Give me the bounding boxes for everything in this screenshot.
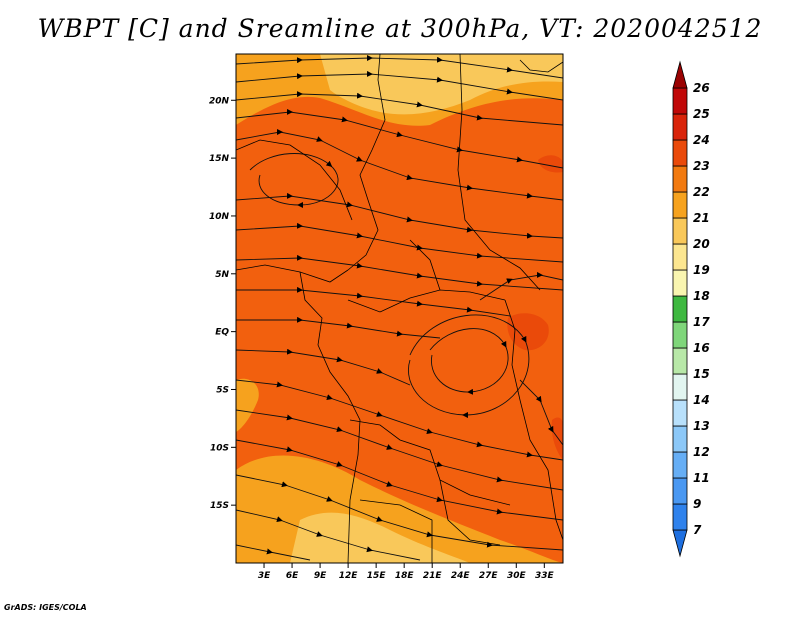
colorbar-swatch	[672, 399, 688, 427]
colorbar: 7 9 11 12 13 14 15 16 17 18 19 20 21 22 23 24 25 26	[672, 60, 710, 558]
border-line	[359, 499, 433, 563]
border-line	[347, 289, 506, 313]
colorbar-label: 18	[693, 289, 710, 303]
border-line	[504, 299, 563, 541]
colorbar-high-cap	[672, 60, 688, 89]
colorbar-label: 23	[693, 159, 710, 173]
colorbar-swatch	[672, 113, 688, 141]
colorbar-swatch	[672, 191, 688, 219]
lat-tick-label: EQ	[215, 328, 229, 338]
colorbar-swatch	[672, 477, 688, 505]
lat-tick-label: 10S	[210, 443, 229, 453]
country-borders	[236, 54, 563, 563]
lat-tick-label: 5S	[216, 385, 229, 395]
wbpt-region-se-24	[551, 417, 563, 460]
colorbar-label: 15	[693, 367, 710, 381]
lon-tick-label: 18E	[395, 571, 415, 581]
lon-tick-label: 27E	[479, 571, 499, 581]
lat-tick-label: 10N	[209, 212, 230, 222]
lon-tick-label: 12E	[339, 571, 359, 581]
colorbar-label: 24	[693, 133, 710, 147]
grads-credit: GrADS: IGES/COLA	[4, 603, 87, 612]
colorbar-label: 12	[693, 445, 710, 459]
streamlines	[236, 55, 563, 561]
streamline	[236, 192, 563, 239]
lat-tick-label: 15S	[210, 501, 229, 511]
lat-tick-label: 15N	[209, 154, 230, 164]
border-line	[457, 54, 541, 291]
streamline	[236, 544, 311, 561]
colorbar-swatch	[672, 425, 688, 453]
lat-tick-label: 20N	[209, 96, 230, 106]
lon-tick-label: 30E	[507, 571, 527, 581]
colorbar-swatch	[672, 243, 688, 271]
colorbar-label: 9	[693, 497, 701, 511]
colorbar-swatch	[672, 269, 688, 297]
streamline	[479, 271, 563, 301]
streamline	[236, 316, 441, 339]
lon-tick-label: 33E	[535, 571, 555, 581]
colorbar-swatch	[672, 451, 688, 479]
colorbar-label: 7	[693, 523, 702, 537]
colorbar-label: 25	[693, 107, 710, 121]
axis-ticks: 3E 6E 9E 12E 15E 18E 21E 24E 27E 30E 33E 20N 15N 10N 5…	[209, 96, 555, 581]
colorbar-label: 19	[693, 263, 710, 277]
colorbar-swatch	[672, 373, 688, 401]
streamline	[236, 70, 563, 101]
streamline	[249, 153, 339, 208]
colorbar-label: 11	[693, 471, 710, 485]
streamline	[236, 222, 563, 263]
colorbar-label: 20	[693, 237, 710, 251]
colorbar-swatch	[672, 321, 688, 349]
wbpt-region-west-21	[236, 378, 259, 432]
border-line	[409, 239, 441, 291]
lon-tick-label: 6E	[286, 571, 299, 581]
lon-tick-label: 24E	[451, 571, 471, 581]
map-title: WBPT [C] and Sreamline at 300hPa, VT: 20…	[37, 14, 763, 43]
colorbar-label: 26	[693, 81, 710, 95]
streamline	[236, 509, 421, 561]
lon-tick-label: 9E	[314, 571, 327, 581]
lat-tick-label: 5N	[215, 270, 229, 280]
colorbar-swatch	[672, 347, 688, 375]
colorbar-low-cap	[672, 529, 688, 558]
wbpt-region-ne-24	[538, 155, 563, 173]
streamline	[236, 254, 563, 291]
border-line	[439, 479, 501, 546]
colorbar-label: 13	[693, 419, 710, 433]
streamline	[519, 379, 563, 446]
streamline	[236, 474, 563, 551]
border-line	[299, 271, 361, 563]
colorbar-swatch	[672, 503, 688, 531]
border-line	[349, 419, 511, 506]
map-frame	[235, 53, 564, 564]
colorbar-swatch	[672, 217, 688, 245]
streamline	[236, 348, 411, 386]
border-line	[236, 139, 353, 221]
colorbar-swatch	[672, 295, 688, 323]
lon-tick-label: 21E	[423, 571, 443, 581]
lon-tick-label: 3E	[258, 571, 271, 581]
colorbar-swatch	[672, 139, 688, 167]
lon-tick-label: 15E	[367, 571, 387, 581]
colorbar-label: 21	[693, 211, 710, 225]
colorbar-label: 16	[693, 341, 710, 355]
colorbar-label: 22	[693, 185, 710, 199]
colorbar-swatch	[672, 165, 688, 193]
map-area	[236, 54, 563, 563]
border-line	[519, 59, 563, 73]
streamline	[236, 55, 563, 79]
streamline	[236, 286, 511, 317]
colorbar-label: 14	[693, 393, 710, 407]
colorbar-label: 17	[693, 315, 710, 329]
border-line	[347, 54, 386, 271]
colorbar-swatch	[672, 87, 688, 115]
